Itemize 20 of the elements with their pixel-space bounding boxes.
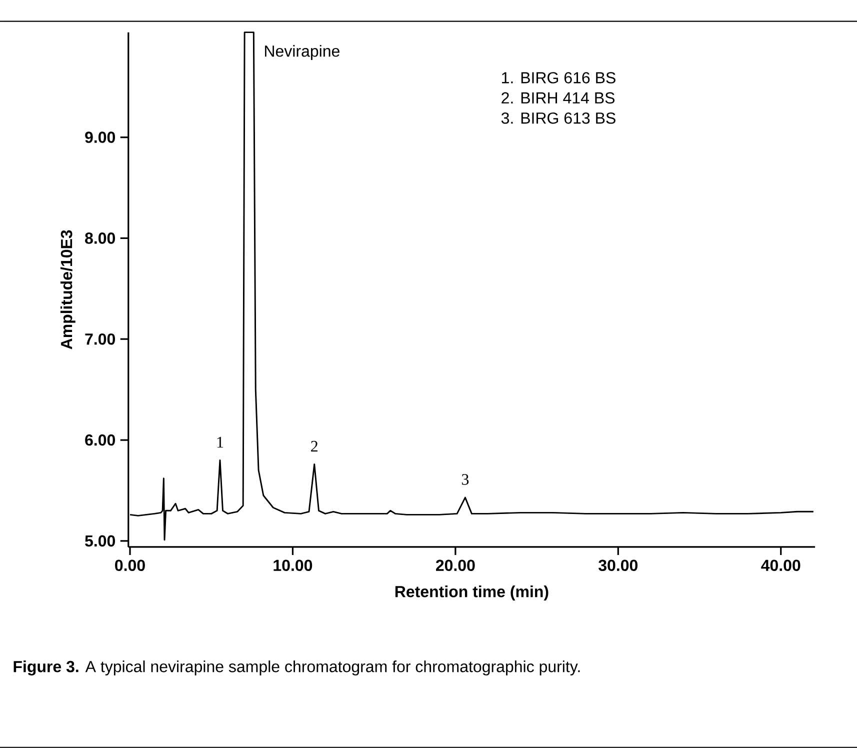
annotation: 1 (217, 436, 224, 448)
x-tick-label: 40.00 (761, 560, 800, 572)
y-tick-label: 5.00 (85, 535, 115, 547)
y-tick-label: 9.00 (85, 132, 115, 143)
annotation: 2. BIRH 414 BS (502, 92, 615, 104)
x-tick-label: 30.00 (598, 560, 638, 572)
y-tick-label: 6.00 (85, 434, 115, 446)
x-axis-title: Retention time (min) (395, 586, 548, 600)
y-axis-title: Amplitude/10E3 (60, 230, 76, 350)
y-tick-label: 8.00 (85, 232, 115, 244)
annotation: 3 (462, 474, 469, 485)
annotation: 2 (311, 440, 318, 452)
x-tick-label: 0.00 (115, 560, 145, 572)
y-tick-label: 7.00 (85, 333, 115, 345)
x-tick-label: 20.00 (436, 560, 475, 572)
annotation: 3. BIRG 613 BS (501, 112, 616, 124)
annotation: Nevirapine (265, 45, 340, 60)
text: Figure 3. A typical nevirapine sample chromatogram for chromatographic purity. (14, 660, 580, 676)
x-tick-label: 10.00 (274, 560, 312, 572)
annotation: 1. BIRG 616 BS (502, 72, 616, 84)
